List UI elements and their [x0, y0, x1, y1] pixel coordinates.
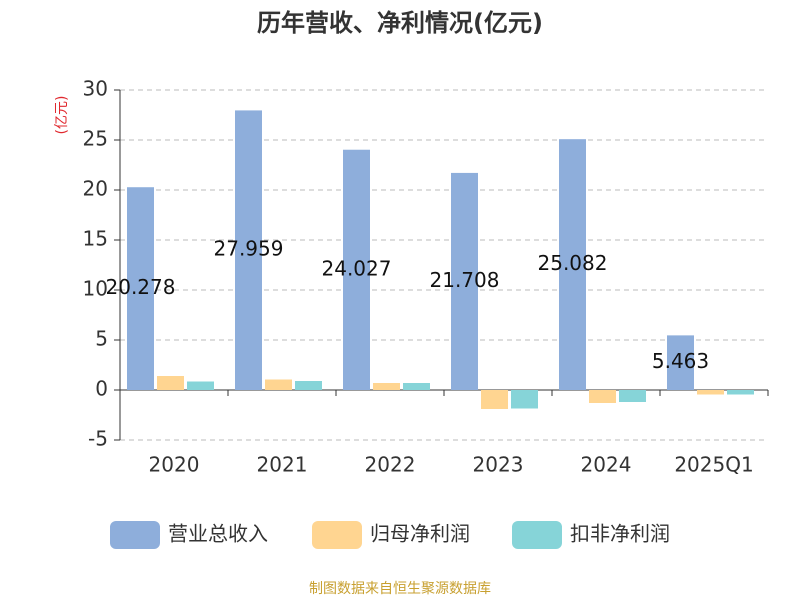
- x-tick-label: 2023: [473, 453, 524, 477]
- bar: [157, 376, 184, 390]
- legend-swatch: [512, 521, 562, 549]
- source-note: 制图数据来自恒生聚源数据库: [309, 581, 491, 597]
- y-tick-label: 20: [83, 177, 108, 201]
- bar: [589, 390, 616, 403]
- legend-label: 营业总收入: [168, 522, 268, 546]
- legend-label: 扣非净利润: [570, 522, 670, 546]
- data-label: 5.463: [652, 349, 709, 373]
- bar: [451, 172, 478, 390]
- y-tick-label: 25: [83, 127, 108, 151]
- y-tick-label: 15: [83, 227, 108, 251]
- bar: [403, 383, 430, 390]
- data-label: 20.278: [106, 275, 176, 299]
- x-tick-label: 2025Q1: [674, 453, 753, 477]
- bar: [619, 390, 646, 402]
- data-label: 25.082: [538, 251, 608, 275]
- legend-label: 归母净利润: [370, 522, 470, 546]
- bar: [265, 379, 292, 390]
- legend-swatch: [312, 521, 362, 549]
- y-tick-label: -5: [88, 427, 108, 451]
- x-tick-label: 2021: [257, 453, 308, 477]
- data-label: 27.959: [214, 237, 284, 261]
- bar: [559, 139, 586, 390]
- bar: [127, 187, 154, 390]
- y-axis-label: (亿元): [54, 96, 70, 135]
- bar: [697, 390, 724, 395]
- data-label: 21.708: [430, 268, 500, 292]
- bar: [295, 381, 322, 390]
- bar: [511, 390, 538, 409]
- bar: [187, 381, 214, 390]
- bar: [235, 110, 262, 390]
- y-tick-label: 5: [95, 327, 108, 351]
- x-tick-label: 2022: [365, 453, 416, 477]
- bar: [727, 390, 754, 395]
- bar: [667, 335, 694, 390]
- bar: [481, 390, 508, 409]
- y-tick-label: 10: [83, 277, 108, 301]
- x-tick-label: 2020: [149, 453, 200, 477]
- x-tick-label: 2024: [581, 453, 632, 477]
- bar: [373, 383, 400, 390]
- chart-title: 历年营收、净利情况(亿元): [257, 9, 543, 37]
- y-tick-label: 30: [83, 77, 108, 101]
- y-tick-label: 0: [95, 377, 108, 401]
- data-label: 24.027: [322, 256, 392, 280]
- bar: [343, 149, 370, 390]
- legend-swatch: [110, 521, 160, 549]
